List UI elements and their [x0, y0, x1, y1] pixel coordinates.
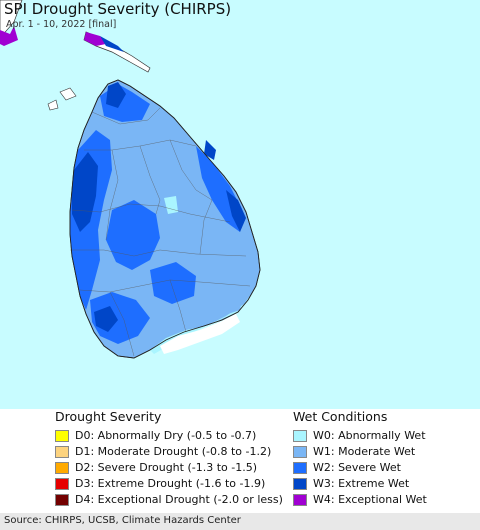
legend-wet-heading: Wet Conditions: [293, 409, 388, 424]
swatch-w0: [293, 430, 307, 442]
north-islands: [59, 87, 77, 101]
swatch-d4: [55, 494, 69, 506]
swatch-w2: [293, 462, 307, 474]
w2-southcentral: [150, 262, 196, 304]
india-w3-patch: [100, 36, 124, 52]
w0-inner: [164, 196, 178, 214]
coastline: [69, 79, 261, 359]
legend-drought-heading: Drought Severity: [55, 409, 162, 424]
legend: Drought Severity D0: Abnormally Dry (-0.…: [0, 409, 480, 513]
swatch-d2: [55, 462, 69, 474]
india-coast: [0, 0, 23, 39]
swatch-d1: [55, 446, 69, 458]
legend-label-w2: W2: Severe Wet: [313, 461, 401, 474]
map-title: SPI Drought Severity (CHIRPS): [4, 0, 232, 18]
map-subtitle: Apr. 1 - 10, 2022 [final]: [6, 19, 117, 30]
w2-east: [196, 146, 242, 232]
swatch-w3: [293, 478, 307, 490]
legend-label-d4: D4: Exceptional Drought (-2.0 or less): [75, 493, 283, 506]
swatch-d0: [55, 430, 69, 442]
legend-label-d0: D0: Abnormally Dry (-0.5 to -0.7): [75, 429, 257, 442]
legend-wet: Wet Conditions W0: Abnormally Wet W1: Mo…: [293, 409, 478, 513]
legend-label-w3: W3: Extreme Wet: [313, 477, 410, 490]
normal-south: [160, 314, 240, 354]
w3-east: [226, 190, 246, 232]
w3-east2: [204, 140, 216, 160]
legend-label-w4: W4: Exceptional Wet: [313, 493, 427, 506]
legend-label-d1: D1: Moderate Drought (-0.8 to -1.2): [75, 445, 272, 458]
w2-south: [90, 292, 150, 344]
india-w4-patch: [84, 32, 106, 46]
swatch-w1: [293, 446, 307, 458]
w3-north: [106, 82, 126, 108]
swatch-d3: [55, 478, 69, 490]
footer: Source: CHIRPS, UCSB, Climate Hazards Ce…: [0, 513, 480, 530]
w2-central: [106, 200, 160, 270]
map-area: SPI Drought Severity (CHIRPS) Apr. 1 - 1…: [0, 0, 480, 409]
sri-lanka-map: [0, 0, 261, 359]
source-text: Source: CHIRPS, UCSB, Climate Hazards Ce…: [4, 515, 241, 526]
legend-label-d2: D2: Severe Drought (-1.3 to -1.5): [75, 461, 258, 474]
north-islands-2: [47, 99, 59, 111]
swatch-w4: [293, 494, 307, 506]
legend-label-w1: W1: Moderate Wet: [313, 445, 416, 458]
legend-label-d3: D3: Extreme Drought (-1.6 to -1.9): [75, 477, 266, 490]
w3-sw: [94, 306, 118, 332]
w1-southeast: [196, 286, 244, 318]
legend-label-w0: W0: Abnormally Wet: [313, 429, 426, 442]
legend-drought: Drought Severity D0: Abnormally Dry (-0.…: [55, 409, 285, 513]
india-exceptional-wet: [0, 26, 18, 46]
w3-west: [72, 152, 98, 232]
district-boundaries: [70, 107, 251, 357]
